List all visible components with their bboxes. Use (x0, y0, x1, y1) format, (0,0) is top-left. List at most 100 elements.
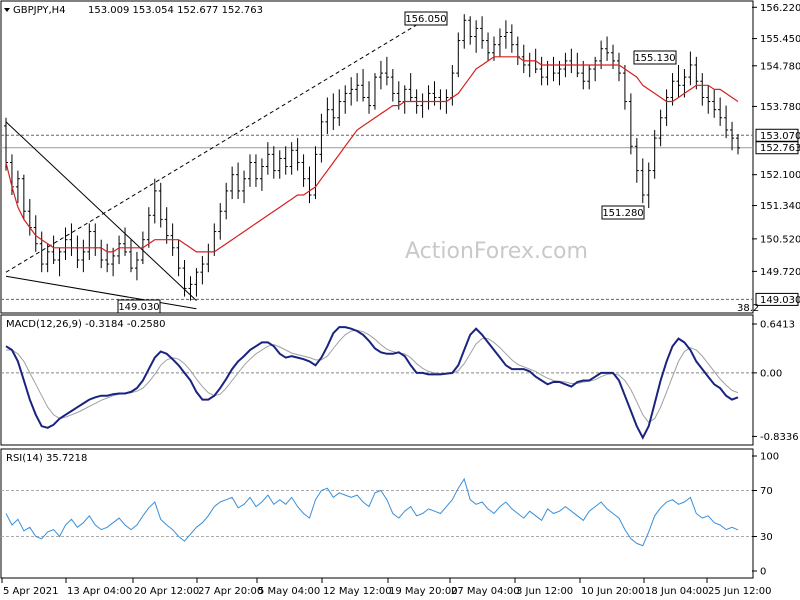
symbol-header: GBPJPY,H4 153.009 153.054 152.677 152.76… (4, 5, 263, 16)
rsi-panel[interactable] (0, 448, 754, 579)
annotation-label: 149.030 (118, 302, 159, 313)
macd-tick-label: 0.00 (760, 368, 782, 379)
candle (123, 227, 128, 256)
candle (33, 215, 38, 252)
candle (51, 235, 56, 265)
time-tick-label: 13 Apr 04:00 (67, 586, 132, 597)
candle (503, 20, 508, 49)
candle (343, 85, 348, 114)
candle (15, 170, 20, 204)
candle (670, 73, 675, 106)
macd-line (5, 326, 739, 440)
annotation-label: 151.280 (602, 208, 643, 219)
candle (497, 28, 502, 57)
macd-tick-label: -0.8336 (760, 432, 799, 443)
candle (486, 32, 491, 61)
candle (688, 51, 693, 86)
candle (21, 174, 26, 220)
candle (408, 73, 413, 102)
price-tag-label: 149.030 (760, 295, 800, 306)
candle (242, 170, 247, 204)
annotation-label: 155.130 (634, 53, 675, 64)
candle (730, 121, 735, 151)
candle (646, 162, 651, 208)
candle (706, 85, 711, 114)
candle (111, 247, 116, 277)
candle (134, 251, 139, 281)
rsi-series (1, 477, 753, 547)
candle (224, 182, 229, 220)
fib-label: 38.2 (737, 303, 759, 314)
time-tick-label: 27 May 04:00 (451, 586, 520, 597)
candle (676, 64, 681, 98)
annotation-box (117, 299, 161, 314)
candle (367, 81, 372, 114)
candle (313, 146, 318, 200)
candle (164, 207, 169, 244)
macd-panel[interactable] (0, 314, 754, 446)
time-tick-label: 25 Jun 12:00 (708, 586, 772, 597)
candle (230, 166, 235, 200)
moving-average-line (5, 56, 739, 253)
candle (605, 36, 610, 61)
trendline (5, 275, 197, 310)
candle (390, 69, 395, 102)
candle (456, 32, 461, 78)
price-tag: 153.070 (755, 128, 800, 142)
time-tick-label: 3 Jun 12:00 (516, 586, 573, 597)
candle (289, 142, 294, 175)
candle (587, 64, 592, 90)
price-tag: 149.030 (755, 292, 800, 306)
price-tick-label: 153.780 (760, 102, 800, 113)
candle (718, 97, 723, 126)
candle (658, 109, 663, 147)
candle (176, 239, 181, 277)
candle (236, 162, 241, 200)
candle (283, 146, 288, 175)
candle (301, 154, 306, 187)
candle (361, 69, 366, 102)
candle (599, 40, 604, 70)
candle (188, 276, 193, 301)
candle (265, 142, 270, 175)
rsi-tick-label: 70 (760, 486, 773, 497)
time-tick-label: 18 Jun 04:00 (645, 586, 709, 597)
candle (700, 73, 705, 106)
time-tick-label: 12 May 12:00 (323, 586, 392, 597)
time-tick-label: 10 Jun 20:00 (581, 586, 645, 597)
price-panel[interactable] (0, 0, 754, 314)
candle (355, 73, 360, 102)
time-tick-label: 20 Apr 12:00 (134, 586, 199, 597)
candle (248, 154, 252, 187)
ohlc-values: 153.009 153.054 152.677 152.763 (88, 5, 263, 16)
candle (307, 166, 312, 204)
candle (218, 203, 223, 240)
candle (259, 158, 264, 191)
watermark: ActionForex.com (405, 239, 588, 264)
time-tick-label: 5 Apr 2021 (3, 586, 58, 597)
annotation-box (601, 205, 645, 220)
candle (277, 150, 282, 179)
candle (593, 56, 598, 82)
candle (158, 182, 163, 228)
candle (45, 243, 50, 273)
candle (39, 231, 44, 273)
axes: 156.220 155.450 154.780 153.780 152.100 151.3… (1, 3, 800, 597)
price-tick-label: 155.450 (760, 34, 800, 45)
price-annotation: 151.280 (601, 205, 645, 220)
macd-label: MACD(12,26,9) -0.3184 -0.2580 (6, 319, 166, 330)
candle (81, 239, 86, 273)
candle (295, 138, 300, 171)
candle (712, 89, 717, 118)
candle (182, 259, 187, 297)
candle (319, 113, 324, 163)
price-annotation: 155.130 (633, 50, 677, 65)
candle (724, 105, 729, 139)
annotation-box (404, 11, 448, 26)
candle (63, 227, 68, 260)
price-tick-label: 149.720 (760, 267, 800, 278)
symbol-label: GBPJPY,H4 (13, 5, 66, 16)
price-tick-label: 154.780 (760, 61, 800, 72)
candle (117, 235, 122, 265)
